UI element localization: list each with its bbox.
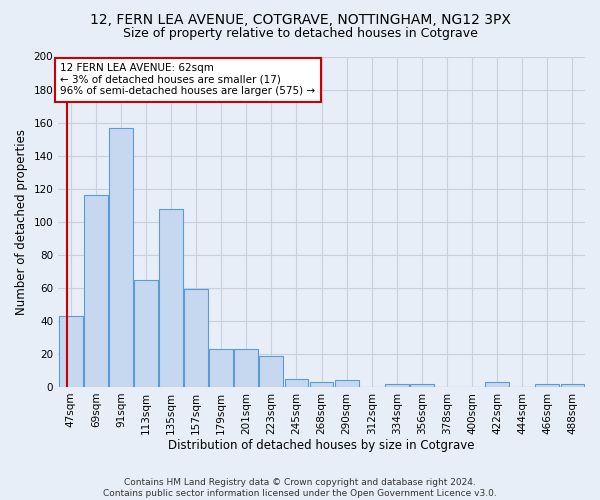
Bar (159, 208, 183, 387)
Bar (184, 290, 208, 387)
Text: Size of property relative to detached houses in Cotgrave: Size of property relative to detached ho… (122, 28, 478, 40)
Bar (560, 384, 584, 387)
Bar (535, 384, 559, 387)
Text: 12 FERN LEA AVENUE: 62sqm
← 3% of detached houses are smaller (17)
96% of semi-d: 12 FERN LEA AVENUE: 62sqm ← 3% of detach… (60, 63, 315, 96)
Bar (385, 384, 409, 387)
Bar (259, 356, 283, 387)
Text: Contains HM Land Registry data © Crown copyright and database right 2024.
Contai: Contains HM Land Registry data © Crown c… (103, 478, 497, 498)
Bar (284, 378, 308, 387)
Bar (485, 382, 509, 387)
X-axis label: Distribution of detached houses by size in Cotgrave: Distribution of detached houses by size … (169, 440, 475, 452)
Bar (235, 349, 258, 387)
Bar (310, 382, 334, 387)
Text: 12, FERN LEA AVENUE, COTGRAVE, NOTTINGHAM, NG12 3PX: 12, FERN LEA AVENUE, COTGRAVE, NOTTINGHA… (89, 12, 511, 26)
Bar (109, 128, 133, 387)
Bar (410, 384, 434, 387)
Bar (335, 380, 359, 387)
Bar (209, 349, 233, 387)
Y-axis label: Number of detached properties: Number of detached properties (15, 128, 28, 314)
Bar (59, 316, 83, 387)
Bar (84, 196, 108, 387)
Bar (134, 280, 158, 387)
